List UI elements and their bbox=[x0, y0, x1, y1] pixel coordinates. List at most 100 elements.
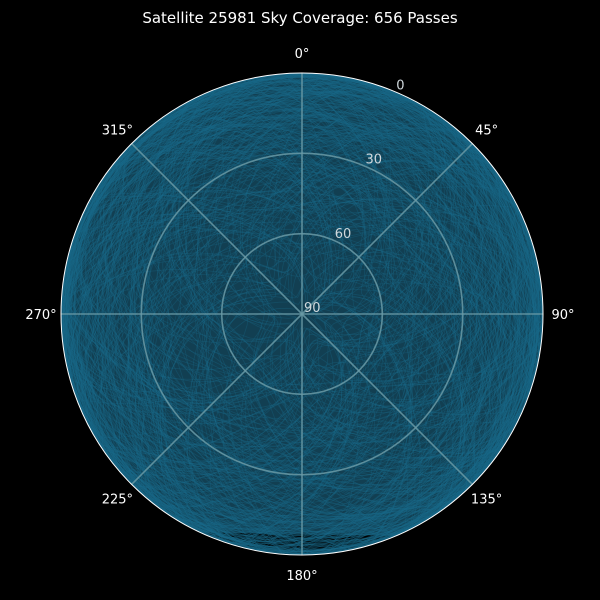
pass-track bbox=[61, 303, 457, 511]
pass-track bbox=[62, 83, 539, 550]
pass-track bbox=[65, 91, 453, 369]
pass-track bbox=[172, 100, 217, 540]
pass-track bbox=[103, 89, 543, 312]
pass-track bbox=[422, 105, 466, 499]
pass-track bbox=[85, 125, 535, 473]
pass-track bbox=[104, 97, 197, 487]
pass-track bbox=[120, 242, 487, 487]
pass-track bbox=[74, 225, 535, 395]
pass-track bbox=[103, 177, 506, 488]
pass-track bbox=[311, 73, 428, 555]
pass-track bbox=[82, 91, 530, 555]
pass-track bbox=[93, 191, 256, 551]
pass-track bbox=[119, 155, 263, 541]
pass-track bbox=[70, 204, 197, 531]
pass-track bbox=[63, 75, 542, 555]
pass-track bbox=[159, 216, 543, 531]
pass-track bbox=[317, 73, 502, 456]
pass-track bbox=[73, 140, 541, 533]
pass-track bbox=[114, 95, 502, 541]
pass-track bbox=[84, 167, 535, 426]
pass-track bbox=[138, 136, 221, 529]
pass-track bbox=[186, 95, 311, 555]
pass-track bbox=[205, 84, 506, 477]
pass-track bbox=[161, 100, 407, 532]
pass-track bbox=[72, 84, 526, 535]
polar-grid bbox=[61, 73, 543, 555]
pass-track bbox=[61, 126, 463, 405]
pass-track bbox=[156, 198, 542, 531]
pass-track bbox=[139, 164, 497, 495]
pass-track bbox=[100, 171, 510, 479]
pass-track bbox=[115, 84, 376, 527]
pass-track bbox=[106, 77, 257, 546]
pass-track bbox=[63, 252, 536, 411]
pass-track bbox=[194, 73, 372, 531]
pass-track bbox=[166, 88, 536, 440]
pass-track bbox=[307, 79, 479, 555]
pass-track bbox=[110, 74, 509, 518]
pass-track bbox=[140, 102, 439, 494]
pass-track bbox=[75, 127, 535, 407]
pass-track bbox=[435, 113, 463, 510]
pass-track bbox=[69, 159, 484, 535]
pass-track bbox=[65, 107, 540, 364]
pass-track bbox=[102, 163, 504, 429]
pass-track bbox=[244, 338, 539, 549]
pass-track bbox=[136, 110, 243, 548]
pass-track bbox=[284, 121, 521, 555]
pass-track bbox=[75, 172, 531, 534]
pass-track bbox=[191, 139, 484, 555]
pass-track bbox=[71, 232, 538, 537]
pass-track bbox=[306, 73, 537, 544]
pass-track bbox=[205, 73, 500, 543]
pass-track bbox=[107, 114, 449, 173]
pass-track bbox=[175, 79, 517, 545]
pass-track bbox=[201, 79, 511, 451]
pass-track bbox=[61, 197, 526, 504]
azimuth-tick-label: 90° bbox=[551, 308, 574, 323]
pass-track bbox=[64, 272, 524, 525]
pass-track bbox=[61, 228, 476, 487]
pass-track bbox=[157, 120, 512, 196]
pass-track bbox=[121, 168, 516, 520]
pass-track bbox=[197, 73, 393, 532]
pass-track bbox=[104, 136, 261, 552]
pass-track bbox=[100, 180, 511, 472]
pass-track bbox=[96, 89, 506, 525]
pass-track bbox=[201, 126, 469, 537]
pass-track bbox=[61, 221, 526, 383]
pass-track bbox=[172, 189, 519, 530]
pass-track bbox=[232, 82, 413, 554]
pass-track bbox=[65, 215, 543, 302]
pass-track bbox=[205, 224, 529, 539]
pass-track bbox=[133, 75, 471, 519]
pass-track bbox=[269, 314, 543, 554]
pass-track bbox=[144, 100, 481, 517]
pass-track bbox=[89, 426, 507, 469]
pass-track bbox=[84, 149, 480, 418]
pass-track bbox=[63, 74, 485, 537]
pass-track bbox=[61, 114, 525, 452]
pass-track bbox=[296, 73, 540, 555]
pass-track bbox=[437, 150, 498, 514]
pass-track bbox=[68, 251, 515, 459]
pass-track bbox=[130, 73, 296, 550]
pass-track bbox=[80, 182, 496, 458]
pass-track bbox=[246, 341, 542, 549]
pass-track bbox=[62, 93, 536, 425]
pass-track bbox=[110, 146, 440, 542]
pass-track bbox=[70, 73, 540, 553]
pass-track bbox=[61, 163, 492, 317]
pass-track bbox=[152, 88, 518, 533]
pass-track bbox=[212, 90, 505, 449]
pass-track bbox=[232, 328, 543, 546]
pass-track bbox=[62, 90, 532, 283]
pass-track bbox=[144, 271, 542, 546]
pass-track bbox=[122, 150, 487, 477]
pass-track bbox=[334, 74, 443, 512]
pass-track bbox=[165, 115, 542, 287]
pass-track bbox=[169, 102, 493, 469]
pass-track bbox=[140, 240, 543, 500]
